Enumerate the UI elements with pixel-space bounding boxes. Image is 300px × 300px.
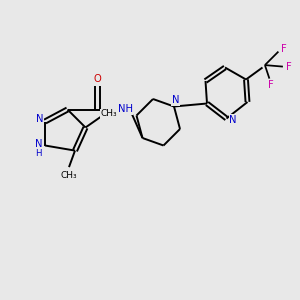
Text: F: F xyxy=(281,44,287,54)
Text: F: F xyxy=(286,61,292,72)
Text: NH: NH xyxy=(118,104,133,115)
Text: H: H xyxy=(35,148,42,158)
Text: F: F xyxy=(268,80,274,90)
Text: N: N xyxy=(230,115,237,125)
Text: CH₃: CH₃ xyxy=(60,171,77,180)
Text: O: O xyxy=(94,74,101,84)
Text: N: N xyxy=(172,95,179,105)
Text: N: N xyxy=(35,139,42,149)
Text: CH₃: CH₃ xyxy=(100,110,117,118)
Text: N: N xyxy=(36,114,44,124)
